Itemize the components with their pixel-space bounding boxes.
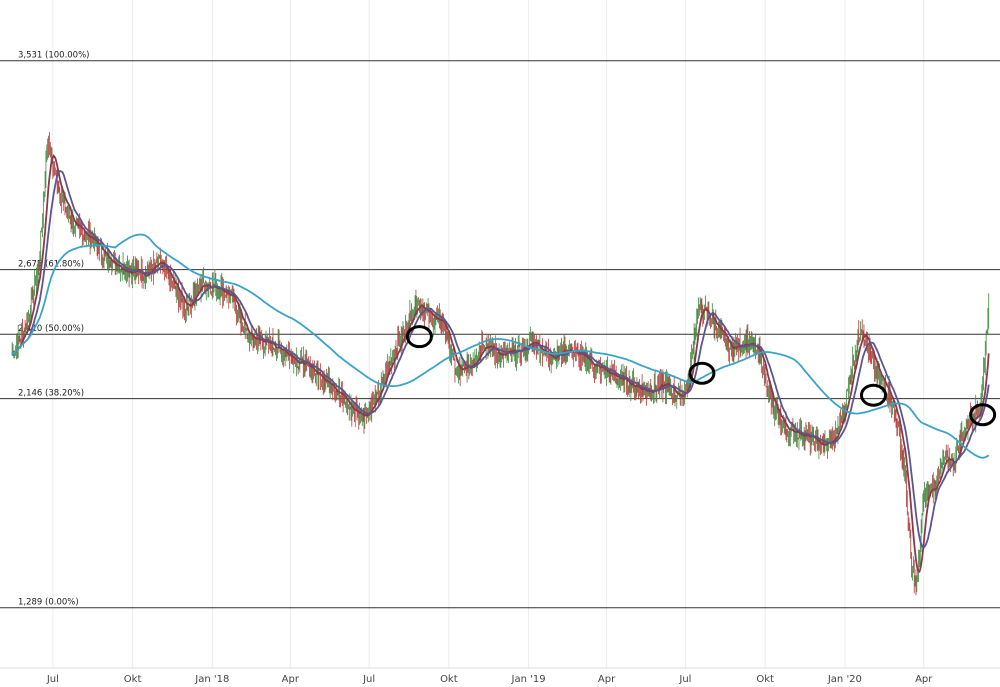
circle-marker: [405, 325, 433, 349]
circle-marker: [969, 403, 997, 427]
moving-average-line: [11, 170, 990, 549]
x-axis: Jul Okt Jan '18 Apr Jul Okt Jan '19 Apr Jul Okt Ja…: [0, 667, 1000, 685]
x-tick-label: Apr: [598, 674, 616, 685]
x-tick-label: Jul: [46, 674, 59, 685]
moving-average-line: [11, 154, 990, 573]
x-tick-label: Okt: [756, 674, 774, 685]
fib-level-label: 3,531 (100.00%): [18, 51, 90, 61]
x-tick-label: Jan '18: [194, 674, 229, 685]
x-tick-label: Jul: [678, 674, 691, 685]
moving-average-line: [11, 233, 990, 459]
x-tick-label: Okt: [124, 674, 142, 685]
x-tick-label: Okt: [440, 674, 458, 685]
circle-markers: [405, 325, 997, 427]
x-tick-label: Jan '19: [511, 674, 546, 685]
fib-level-label: 2,675 (61.80%): [18, 260, 84, 270]
candlesticks: [11, 132, 990, 596]
fib-level-label: 2,146 (38.20%): [18, 389, 84, 399]
fib-level-label: 2,410 (50.00%): [18, 324, 84, 334]
x-tick-label: Jan '20: [827, 674, 862, 685]
x-tick-label: Apr: [282, 674, 300, 685]
circle-marker: [859, 383, 887, 407]
x-tick-label: Apr: [915, 674, 933, 685]
moving-averages: [11, 154, 990, 573]
x-tick-label: Jul: [362, 674, 375, 685]
circle-marker: [688, 361, 716, 385]
fibonacci-levels: 3,531 (100.00%) 2,675 (61.80%) 2,410 (50.0…: [0, 51, 1000, 609]
fib-level-label: 1,289 (0.00%): [18, 598, 79, 608]
